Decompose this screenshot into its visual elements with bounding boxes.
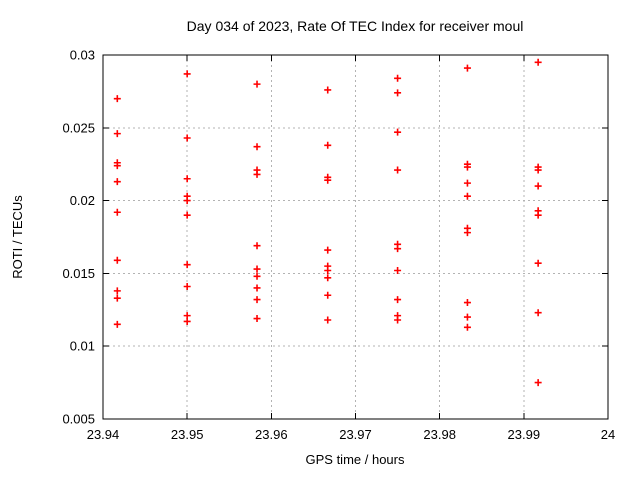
data-point-marker: [183, 175, 191, 183]
x-axis-label: GPS time / hours: [306, 452, 405, 467]
data-point-marker: [394, 166, 402, 174]
data-point-marker: [113, 130, 121, 138]
data-point-marker: [324, 274, 332, 282]
y-tick-label: 0.015: [62, 266, 95, 281]
data-point-marker: [183, 261, 191, 269]
data-point-marker: [113, 287, 121, 295]
data-point-marker: [183, 70, 191, 78]
data-point-marker: [463, 299, 471, 307]
data-point-marker: [394, 316, 402, 324]
data-point-marker: [183, 211, 191, 219]
data-point-marker: [253, 315, 261, 323]
y-axis-label: ROTI / TECUs: [10, 195, 25, 279]
data-point-marker: [463, 163, 471, 171]
data-point-marker: [324, 266, 332, 274]
data-point-marker: [463, 323, 471, 331]
data-point-marker: [183, 317, 191, 325]
data-point-marker: [113, 208, 121, 216]
data-point-marker: [463, 313, 471, 321]
data-point-marker: [534, 182, 542, 190]
data-point-marker: [183, 283, 191, 291]
data-point-marker: [534, 166, 542, 174]
data-point-marker: [324, 291, 332, 299]
data-point-marker: [534, 211, 542, 219]
data-points-layer: [113, 58, 542, 387]
y-tick-label: 0.025: [62, 120, 95, 135]
data-point-marker: [324, 141, 332, 149]
data-point-marker: [394, 128, 402, 136]
chart-title: Day 034 of 2023, Rate Of TEC Index for r…: [187, 18, 524, 34]
data-point-marker: [253, 272, 261, 280]
data-point-marker: [113, 294, 121, 302]
x-tick-label: 23.98: [423, 427, 456, 442]
x-tick-label: 23.95: [171, 427, 204, 442]
data-point-marker: [324, 246, 332, 254]
data-point-marker: [394, 245, 402, 253]
data-point-marker: [253, 143, 261, 151]
data-point-marker: [253, 265, 261, 273]
data-point-marker: [324, 176, 332, 184]
data-point-marker: [394, 74, 402, 82]
axes-layer: 23.94 23.95 23.96 23.97 23.98 23.99 24 0.005 0.0…: [62, 48, 615, 443]
data-point-marker: [324, 86, 332, 94]
y-tick-label: 0.02: [70, 193, 95, 208]
x-tick-label: 23.99: [508, 427, 541, 442]
data-point-marker: [463, 192, 471, 200]
data-point-marker: [394, 296, 402, 304]
x-tick-label: 23.96: [255, 427, 288, 442]
data-point-marker: [394, 266, 402, 274]
y-tick-label: 0.005: [62, 412, 95, 427]
data-point-marker: [113, 178, 121, 186]
data-point-marker: [394, 89, 402, 97]
data-point-marker: [534, 309, 542, 317]
x-tick-label: 24: [601, 427, 615, 442]
data-point-marker: [113, 320, 121, 328]
data-point-marker: [534, 379, 542, 387]
data-point-marker: [463, 229, 471, 237]
data-point-marker: [113, 256, 121, 264]
data-point-marker: [463, 64, 471, 72]
grid-layer: [103, 55, 608, 419]
data-point-marker: [534, 259, 542, 267]
data-point-marker: [253, 80, 261, 88]
data-point-marker: [324, 316, 332, 324]
data-point-marker: [183, 134, 191, 142]
data-point-marker: [183, 197, 191, 205]
y-tick-label: 0.03: [70, 48, 95, 63]
x-tick-label: 23.97: [339, 427, 372, 442]
data-point-marker: [463, 179, 471, 187]
data-point-marker: [253, 284, 261, 292]
x-tick-label: 23.94: [87, 427, 120, 442]
data-point-marker: [113, 95, 121, 103]
y-tick-label: 0.01: [70, 339, 95, 354]
data-point-marker: [253, 170, 261, 178]
data-point-marker: [534, 58, 542, 66]
data-point-marker: [253, 296, 261, 304]
data-point-marker: [113, 162, 121, 170]
data-point-marker: [253, 242, 261, 250]
